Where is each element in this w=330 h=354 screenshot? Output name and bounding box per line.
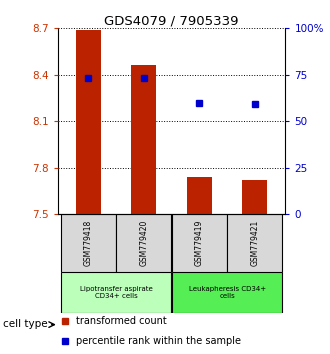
Text: GSM779421: GSM779421 [250, 220, 259, 266]
Bar [172, 214, 227, 272]
Bar [61, 214, 116, 272]
Text: GSM779420: GSM779420 [139, 220, 148, 266]
Text: Leukapheresis CD34+
cells: Leukapheresis CD34+ cells [188, 286, 266, 299]
Bar [76, 30, 101, 214]
Bar [61, 272, 171, 313]
Text: GSM779419: GSM779419 [195, 220, 204, 266]
Text: cell type: cell type [3, 319, 48, 329]
Bar [243, 180, 267, 214]
Bar [131, 65, 156, 214]
Bar [172, 272, 282, 313]
Text: percentile rank within the sample: percentile rank within the sample [76, 336, 241, 346]
Bar [187, 177, 212, 214]
Title: GDS4079 / 7905339: GDS4079 / 7905339 [104, 14, 239, 27]
Text: transformed count: transformed count [76, 316, 167, 326]
Text: Lipotransfer aspirate
CD34+ cells: Lipotransfer aspirate CD34+ cells [80, 286, 152, 299]
Text: GSM779418: GSM779418 [84, 220, 93, 266]
Bar [116, 214, 171, 272]
Bar [227, 214, 282, 272]
